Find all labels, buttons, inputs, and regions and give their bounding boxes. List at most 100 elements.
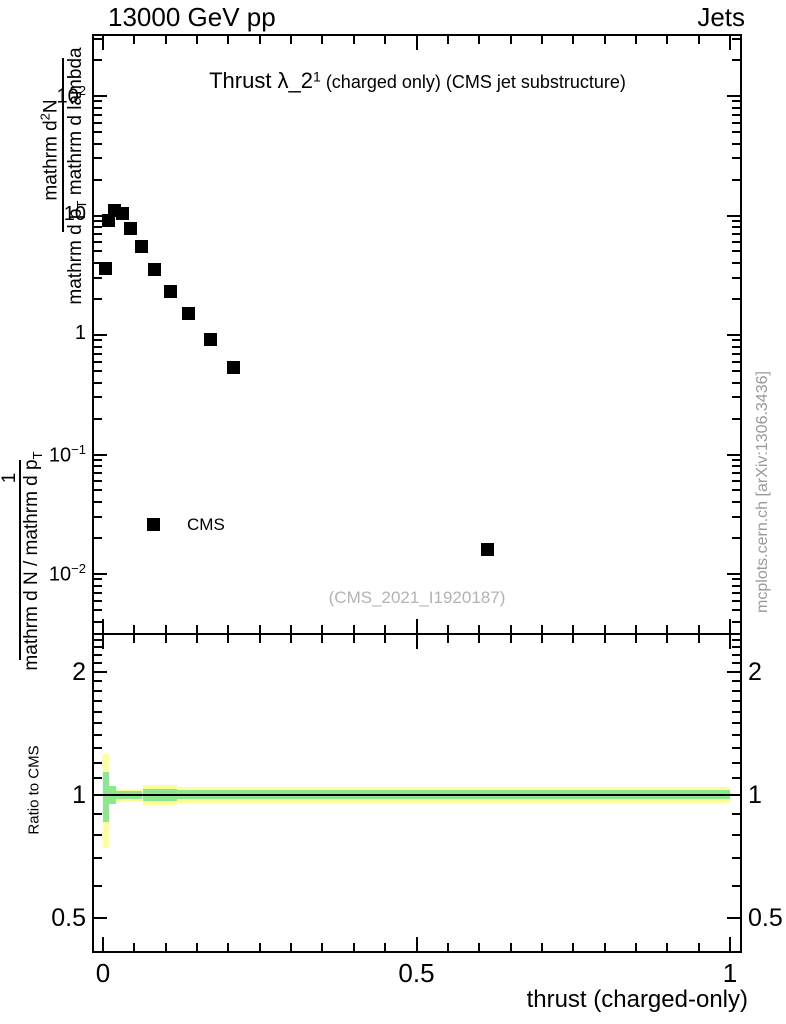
mcplots-side-note: mcplots.cern.ch [arXiv:1306.3436]	[754, 371, 771, 613]
x-tick	[540, 36, 543, 44]
y-main-tick	[94, 352, 102, 355]
x-tick	[133, 36, 136, 44]
y-main-tick	[732, 584, 740, 587]
y-axis-inner-fraction-bar	[62, 58, 64, 232]
x-tick	[133, 943, 136, 951]
x-axis-title: thrust (charged-only)	[526, 986, 748, 1013]
ratio-tick-label-right: 1	[748, 781, 762, 809]
ratio-reference-line	[94, 794, 740, 796]
y-main-tick	[732, 480, 740, 482]
y-main-tick	[732, 113, 740, 116]
y-main-tick	[94, 480, 102, 482]
y-main-tick	[732, 578, 740, 581]
y-main-tick	[94, 620, 102, 623]
x-tick	[164, 635, 167, 643]
y-main-tick	[94, 345, 102, 348]
y-main-tick	[94, 417, 102, 420]
y-main-tick	[727, 573, 740, 575]
ratio-tick	[94, 777, 102, 780]
x-tick	[258, 635, 261, 643]
ratio-tick	[94, 917, 102, 919]
x-tick	[352, 943, 355, 951]
y-main-tick	[94, 121, 102, 124]
x-tick	[478, 635, 481, 643]
data-point	[99, 262, 112, 276]
ratio-tick	[94, 646, 102, 649]
ratio-tick	[94, 722, 102, 725]
data-point	[226, 361, 240, 375]
data-point	[102, 214, 116, 228]
y-main-tick	[732, 599, 740, 602]
x-tick	[572, 635, 575, 643]
y-main-tick	[94, 578, 102, 581]
y-main-tick	[732, 233, 740, 235]
x-tick	[634, 36, 637, 44]
y-main-tick	[94, 453, 107, 456]
x-tick	[352, 635, 355, 643]
x-tick	[729, 937, 731, 951]
ratio-tick	[94, 710, 102, 713]
data-point	[147, 263, 161, 277]
ratio-tick	[732, 662, 740, 665]
y-main-tick	[94, 465, 102, 468]
y-main-tick	[732, 608, 740, 611]
y-main-tick	[732, 537, 740, 540]
y-main-tick	[94, 396, 102, 399]
y-main-tick	[94, 489, 102, 492]
ratio-tick	[94, 857, 102, 860]
x-tick	[509, 36, 512, 44]
ratio-tick-label-right: 0.5	[748, 904, 783, 932]
y-main-tick	[94, 100, 102, 103]
ratio-tick	[732, 699, 740, 702]
x-tick	[196, 625, 199, 633]
ratio-axis-title: Ratio to CMS	[25, 745, 43, 835]
x-tick	[603, 943, 606, 951]
x-tick	[133, 625, 136, 633]
y-main-tick	[94, 262, 102, 265]
x-tick	[258, 36, 261, 44]
y-main-tick	[94, 113, 102, 116]
y-main-tick	[732, 130, 740, 133]
x-tick	[290, 36, 293, 44]
y-main-tick	[732, 345, 740, 348]
x-tick	[102, 36, 104, 50]
x-tick	[572, 625, 575, 633]
y-main-tick	[732, 369, 740, 372]
y-main-tick	[727, 214, 740, 217]
y-main-tick	[732, 157, 740, 160]
ratio-tick	[94, 884, 102, 887]
ratio-tick	[732, 812, 740, 815]
y-main-tick	[732, 121, 740, 124]
x-tick	[666, 635, 669, 643]
ratio-tick	[732, 734, 740, 737]
ratio-tick	[732, 638, 740, 641]
ratio-tick	[94, 747, 102, 750]
data-point	[163, 285, 177, 299]
y-main-tick	[94, 178, 102, 181]
y-main-tick	[94, 381, 102, 384]
x-tick-label: 0.5	[398, 958, 435, 988]
x-tick	[321, 635, 324, 643]
y-main-tick	[94, 339, 102, 342]
x-tick	[321, 943, 324, 951]
plot-title: Thrust λ_21 (charged only) (CMS jet subs…	[93, 68, 742, 94]
y-main-tick	[94, 250, 102, 253]
x-tick	[509, 625, 512, 633]
x-tick	[666, 943, 669, 951]
x-tick	[415, 36, 418, 50]
data-point	[124, 221, 138, 235]
y-main-tick	[732, 106, 740, 109]
x-tick	[697, 943, 700, 951]
x-tick	[384, 943, 387, 951]
ratio-tick-label-left: 0.5	[51, 904, 86, 932]
y-main-tick	[732, 396, 740, 399]
x-tick	[384, 625, 387, 633]
y-main-tick	[732, 339, 740, 342]
y-main-tick	[94, 233, 102, 235]
ratio-tick-label-right: 2	[748, 658, 762, 686]
y-main-tick	[732, 620, 740, 623]
x-tick	[697, 635, 700, 643]
x-tick	[258, 625, 261, 633]
y-axis-inner-numerator: mathrm d2N	[37, 99, 62, 201]
